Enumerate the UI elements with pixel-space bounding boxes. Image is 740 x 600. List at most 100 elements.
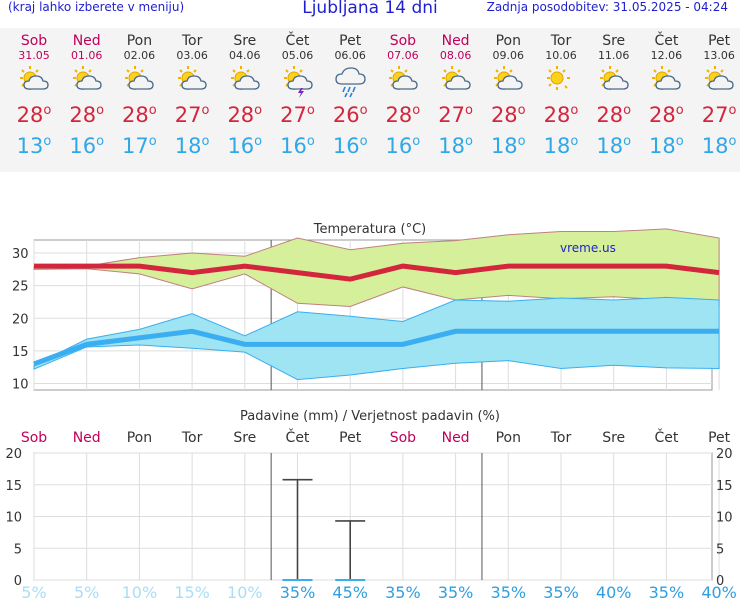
sun-cloud-icon bbox=[482, 64, 534, 98]
day-date: 31.05 bbox=[18, 49, 50, 62]
day-name: Čet bbox=[654, 33, 679, 49]
forecast-strip: Sob 31.05 28o 13o Ned 01.06 28o 16o Pon 02… bbox=[0, 28, 740, 172]
forecast-day: Pet 13.06 27o 18o bbox=[693, 28, 740, 160]
day-name: Tor bbox=[550, 33, 572, 49]
watermark: vreme.us bbox=[560, 241, 616, 255]
max-temp: 28o bbox=[385, 103, 421, 127]
forecast-day: Tor 03.06 27o 18o bbox=[166, 28, 218, 160]
location-menu-hint[interactable]: (kraj lahko izberete v meniju) bbox=[8, 0, 185, 14]
day-date: 01.06 bbox=[70, 49, 103, 62]
forecast-day: Tor 10.06 28o 18o bbox=[535, 28, 587, 160]
day-name: Pon bbox=[126, 33, 153, 49]
sun-cloud-icon bbox=[377, 64, 429, 98]
day-date: 13.06 bbox=[703, 49, 735, 62]
forecast-day: Sob 31.05 28o 13o bbox=[8, 28, 60, 160]
temperature-y-tick: 15 bbox=[12, 345, 29, 360]
sun-cloud-icon bbox=[219, 64, 271, 98]
day-name: Sre bbox=[233, 33, 257, 49]
precipitation-y-tick-right: 10 bbox=[716, 511, 733, 526]
precipitation-probability: 35% bbox=[438, 583, 474, 600]
forecast-day: Sre 11.06 28o 18o bbox=[588, 28, 640, 160]
max-temp: 28o bbox=[227, 103, 263, 127]
min-temp: 18o bbox=[649, 134, 684, 158]
precipitation-chart-title: Padavine (mm) / Verjetnost padavin (%) bbox=[240, 409, 500, 424]
precipitation-y-tick-left: 20 bbox=[5, 447, 22, 462]
sun-cloud-icon bbox=[61, 64, 113, 98]
precipitation-probability: 40% bbox=[596, 583, 632, 600]
precipitation-probability: 5% bbox=[21, 583, 46, 600]
sun-cloud-icon bbox=[113, 64, 165, 98]
day-name: Pet bbox=[339, 33, 362, 49]
min-temp: 16o bbox=[280, 134, 315, 158]
precipitation-probability: 5% bbox=[74, 583, 99, 600]
forecast-day: Sob 07.06 28o 16o bbox=[377, 28, 429, 160]
top-bar: (kraj lahko izberete v meniju) Ljubljana… bbox=[0, 0, 740, 22]
max-temp: 28o bbox=[596, 103, 632, 127]
temperature-chart-title: Temperatura (°C) bbox=[313, 222, 426, 237]
day-date: 03.06 bbox=[176, 49, 208, 62]
forecast-day: Čet 12.06 28o 18o bbox=[640, 28, 692, 160]
day-date: 07.06 bbox=[387, 49, 419, 62]
forecast-day: Pon 09.06 28o 18o bbox=[482, 28, 534, 160]
day-date: 10.06 bbox=[545, 49, 577, 62]
precipitation-probability: 35% bbox=[543, 583, 579, 600]
precipitation-day-label: Čet bbox=[654, 428, 678, 446]
precipitation-day-label: Sob bbox=[21, 430, 47, 446]
sun-cloud-icon bbox=[166, 64, 218, 98]
min-temp: 18o bbox=[174, 134, 210, 158]
day-date: 06.06 bbox=[334, 49, 366, 62]
min-temp: 18o bbox=[490, 134, 526, 158]
day-date: 12.06 bbox=[650, 49, 683, 62]
precipitation-probability: 15% bbox=[174, 583, 210, 600]
max-temp: 28o bbox=[649, 103, 684, 127]
precipitation-day-label: Tor bbox=[181, 430, 203, 446]
max-temp-line bbox=[34, 263, 720, 282]
precipitation-y-tick-right: 0 bbox=[716, 574, 724, 589]
max-temp: 27o bbox=[174, 103, 210, 127]
precipitation-y-tick-left: 0 bbox=[14, 574, 22, 589]
temperature-y-tick: 10 bbox=[12, 377, 29, 392]
day-name: Ned bbox=[441, 33, 470, 49]
min-temp: 16o bbox=[385, 134, 421, 158]
precipitation-probability: 10% bbox=[122, 583, 158, 600]
day-name: Čet bbox=[285, 33, 310, 49]
min-temp: 18o bbox=[596, 134, 632, 158]
forecast-day: Ned 01.06 28o 16o bbox=[61, 28, 113, 160]
min-temp: 16o bbox=[332, 134, 368, 158]
max-temp: 27o bbox=[280, 103, 315, 127]
sun-cloud-icon bbox=[588, 64, 640, 98]
max-temp: 28o bbox=[122, 103, 157, 127]
page-title: Ljubljana 14 dni bbox=[302, 0, 438, 18]
precipitation-day-label: Pet bbox=[708, 430, 731, 446]
precipitation-day-label: Pon bbox=[496, 430, 521, 446]
day-name: Pet bbox=[708, 33, 731, 49]
day-name: Sre bbox=[602, 33, 626, 49]
max-temp: 28o bbox=[69, 103, 105, 127]
forecast-day: Pon 02.06 28o 17o bbox=[113, 28, 165, 160]
precipitation-probability: 10% bbox=[227, 583, 263, 600]
day-date: 08.06 bbox=[439, 49, 472, 62]
precipitation-y-tick-right: 20 bbox=[716, 447, 733, 462]
precipitation-probability: 35% bbox=[491, 583, 527, 600]
max-temp: 28o bbox=[490, 103, 526, 127]
precipitation-probability: 35% bbox=[280, 583, 316, 600]
min-temp: 17o bbox=[122, 134, 157, 158]
precipitation-day-label: Čet bbox=[286, 428, 310, 446]
rain-cloud-icon bbox=[324, 64, 376, 98]
day-name: Ned bbox=[72, 33, 101, 49]
sun-cloud-icon bbox=[640, 64, 692, 98]
precipitation-day-label: Sre bbox=[602, 430, 625, 446]
precipitation-y-tick-left: 10 bbox=[5, 511, 22, 526]
temperature-y-tick: 25 bbox=[12, 280, 29, 295]
min-temp: 18o bbox=[438, 134, 473, 158]
forecast-day: Pet 06.06 26o 16o bbox=[324, 28, 376, 160]
temperature-y-tick: 20 bbox=[12, 312, 29, 327]
precipitation-y-tick-left: 15 bbox=[5, 479, 22, 494]
precipitation-y-tick-right: 5 bbox=[716, 542, 724, 557]
max-temp: 28o bbox=[16, 103, 52, 127]
precipitation-probability: 45% bbox=[332, 583, 368, 600]
precipitation-day-label: Ned bbox=[442, 430, 470, 446]
precipitation-day-label: Pet bbox=[339, 430, 362, 446]
day-name: Tor bbox=[181, 33, 203, 49]
